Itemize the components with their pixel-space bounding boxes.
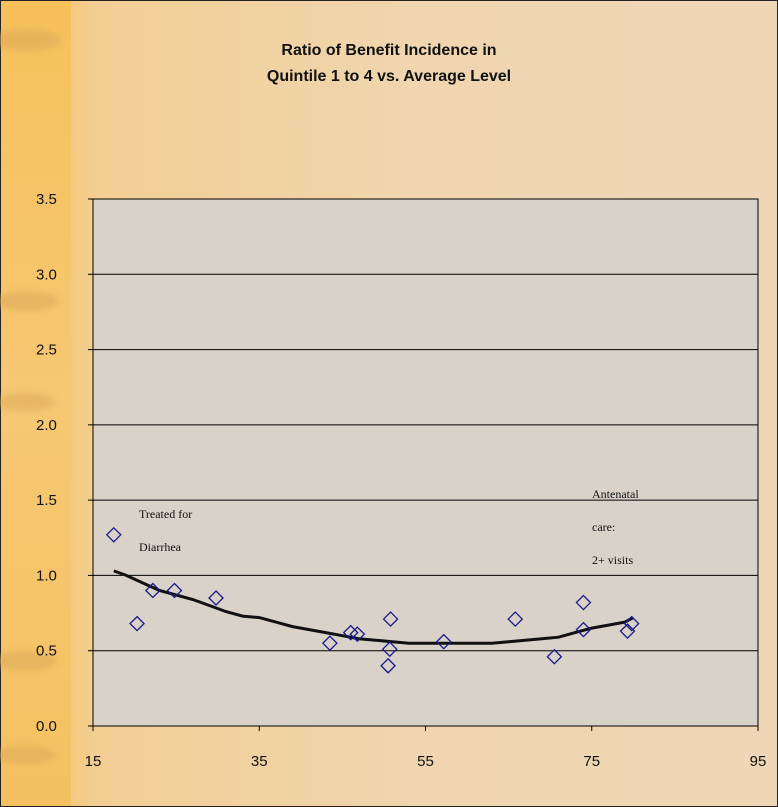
- x-tick-label: 35: [251, 753, 268, 770]
- annotation-antenatal: care:: [592, 520, 615, 534]
- y-tick-label: 1.5: [36, 492, 57, 509]
- x-tick-label: 55: [417, 753, 434, 770]
- data-point: [575, 594, 592, 611]
- chart-title-block: Ratio of Benefit Incidence in Quintile 1…: [0, 38, 778, 90]
- data-point: [129, 615, 145, 632]
- decor-smudge: [0, 651, 57, 671]
- y-axis: 0.0 0.5 1.0 1.5 2.0 2.5 3.0 3.5: [36, 191, 93, 735]
- data-point: [321, 635, 338, 652]
- annotation-diarrhea: Treated for: [139, 507, 192, 521]
- x-tick-label: 95: [750, 753, 767, 770]
- y-tick-label: 1.0: [36, 567, 57, 584]
- decor-smudge: [0, 393, 55, 411]
- chart-title: Ratio of Benefit Incidence in: [281, 42, 497, 59]
- data-point: [381, 641, 398, 658]
- data-point: [342, 624, 359, 641]
- decor-smudge: [0, 291, 59, 311]
- x-tick-label: 75: [583, 753, 600, 770]
- decorative-stripe: [0, 1, 71, 806]
- decor-smudge: [0, 29, 61, 51]
- data-point: [380, 657, 397, 674]
- y-tick-label: 2.0: [36, 417, 57, 434]
- gridlines: [93, 198, 758, 652]
- x-tick-label: 15: [85, 753, 102, 770]
- data-points: [105, 526, 640, 674]
- y-tick-label: 2.5: [36, 342, 57, 359]
- annotation-diarrhea: Diarrhea: [139, 540, 182, 554]
- data-point: [144, 582, 161, 599]
- data-point: [208, 590, 224, 606]
- data-point: [546, 648, 563, 665]
- chart-subtitle: Quintile 1 to 4 vs. Average Level: [266, 68, 512, 85]
- plot-area: [92, 198, 759, 727]
- annotations: Treated for Diarrhea Antenatal care: 2+ visi…: [139, 487, 639, 567]
- data-point: [382, 611, 399, 628]
- annotation-antenatal: Antenatal: [592, 487, 639, 501]
- y-tick-label: 3.5: [36, 191, 57, 208]
- trend-line: [113, 569, 635, 645]
- y-tick-label: 3.0: [36, 266, 57, 283]
- x-axis: 15 35 55 75 95: [85, 726, 767, 770]
- data-point: [166, 582, 183, 599]
- decor-smudge: [0, 746, 55, 764]
- data-point: [105, 526, 122, 543]
- y-tick-label: 0.0: [36, 718, 57, 735]
- y-tick-label: 0.5: [36, 643, 57, 660]
- data-point: [619, 623, 636, 640]
- data-point: [507, 611, 524, 628]
- data-point: [575, 621, 592, 638]
- data-point: [623, 615, 640, 632]
- data-point: [435, 633, 452, 650]
- annotation-antenatal: 2+ visits: [592, 553, 633, 567]
- data-point: [349, 626, 366, 643]
